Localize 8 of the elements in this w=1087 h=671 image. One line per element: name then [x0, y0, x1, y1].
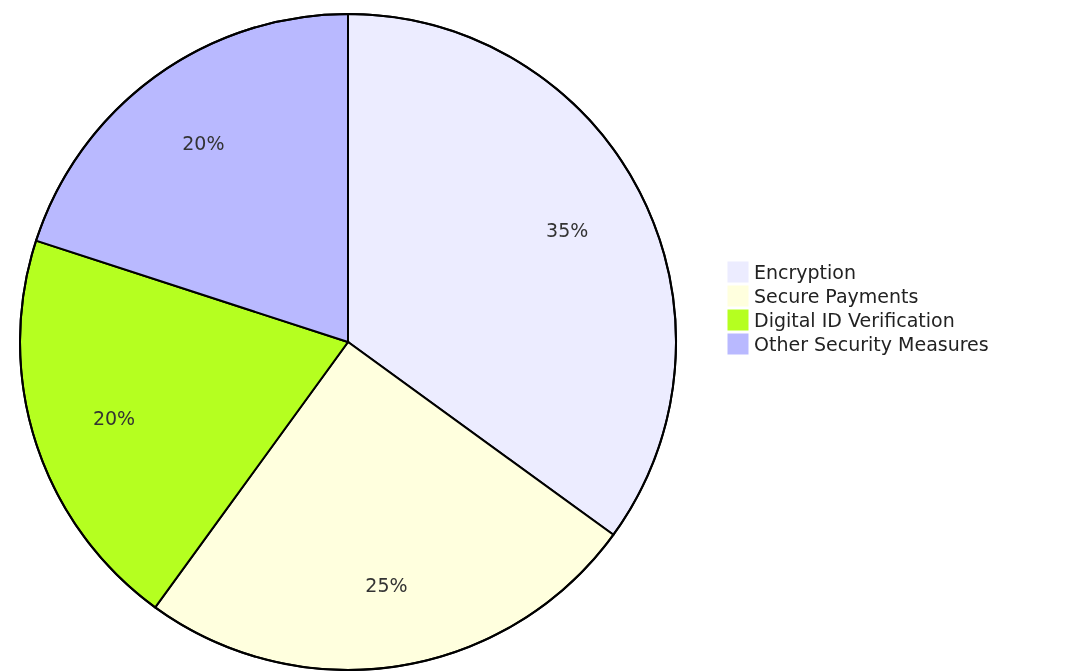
data-label: 20%	[182, 131, 225, 154]
legend-label: Encryption	[754, 261, 857, 283]
data-label: 25%	[365, 573, 408, 596]
legend-label: Digital ID Verification	[754, 309, 955, 331]
data-label: 20%	[92, 407, 136, 430]
legend-label: Secure Payments	[754, 285, 919, 307]
legend-label: Other Security Measures	[754, 333, 989, 355]
data-label: 35%	[546, 219, 589, 242]
